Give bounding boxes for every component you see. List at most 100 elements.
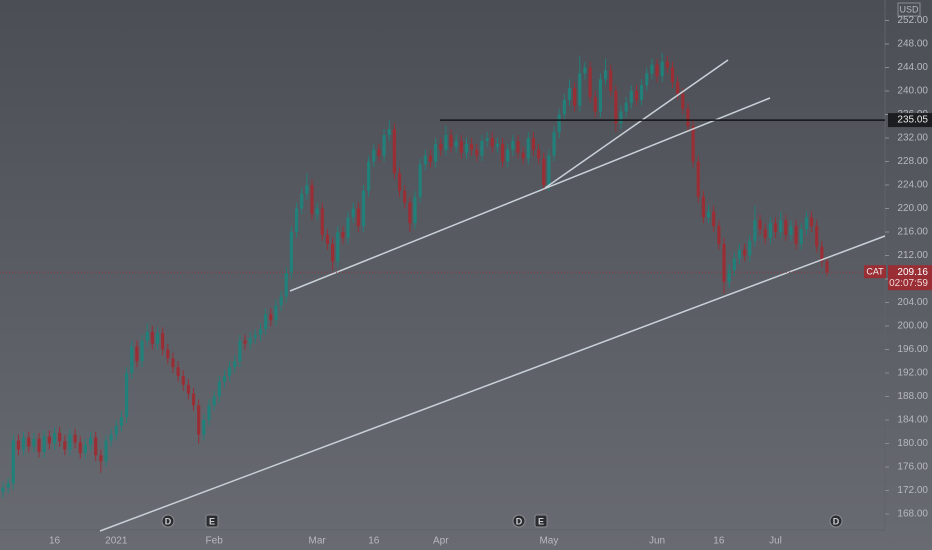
candle-body <box>11 440 15 484</box>
candle-body <box>336 232 340 262</box>
x-tick-label: Jul <box>769 536 782 547</box>
candle-body <box>480 140 484 156</box>
candle-body <box>403 190 407 203</box>
y-tick-label: 204.00 <box>897 297 928 308</box>
candle-body <box>130 346 134 374</box>
candle-body <box>459 140 463 153</box>
candle-body <box>68 434 72 450</box>
candle-body <box>670 67 675 83</box>
candle-body <box>500 143 505 162</box>
symbol: CAT <box>866 267 884 277</box>
y-tick-label: 232.00 <box>897 133 928 144</box>
candle-body <box>27 437 31 447</box>
candle-body <box>686 108 690 127</box>
candle-body <box>258 328 263 335</box>
x-tick-label: 16 <box>713 536 725 547</box>
candle-body <box>171 358 175 368</box>
candle-body <box>104 440 108 462</box>
candle-body <box>825 261 829 273</box>
candle-body <box>758 220 762 230</box>
x-tick-label: 2021 <box>105 536 128 547</box>
candle-body <box>598 79 602 112</box>
candle-body <box>804 217 808 230</box>
candle-body <box>42 436 46 452</box>
candle-body <box>809 217 814 227</box>
candle-body <box>274 305 278 321</box>
candle-body <box>506 149 510 162</box>
y-tick-label: 252.00 <box>897 15 928 26</box>
y-tick-label: 188.00 <box>897 391 928 402</box>
candle-body <box>691 126 695 162</box>
event-label: D <box>833 516 840 526</box>
candle-body <box>650 64 654 74</box>
y-tick-label: 196.00 <box>897 344 928 355</box>
candle-body <box>557 114 561 133</box>
candle-body <box>155 333 160 344</box>
event-label: D <box>165 516 172 526</box>
event-icon[interactable] <box>161 514 175 528</box>
candle-body <box>325 234 330 244</box>
candle-body <box>372 149 376 162</box>
candle-body <box>485 138 489 141</box>
candle-body <box>439 143 443 150</box>
candle-body <box>119 417 124 426</box>
candle-body <box>722 243 726 282</box>
candle-body <box>88 437 93 445</box>
event-label: E <box>209 516 215 526</box>
candle-body <box>588 67 592 97</box>
candle-body <box>361 190 366 227</box>
candle-body <box>161 333 165 350</box>
candle-body <box>6 483 10 488</box>
candle-body <box>99 455 103 462</box>
candle-body <box>567 88 572 100</box>
candle-body <box>454 140 458 147</box>
event-icon[interactable] <box>512 514 526 528</box>
candle-body <box>315 208 319 215</box>
candle-body <box>464 143 469 153</box>
y-tick-label: 192.00 <box>897 368 928 379</box>
candle-body <box>392 129 396 174</box>
x-tick-label: 16 <box>49 536 61 547</box>
candle-body <box>614 91 618 124</box>
candle-body <box>166 349 170 359</box>
x-tick-label: Feb <box>206 536 224 547</box>
event-icon[interactable] <box>829 514 843 528</box>
event-icon[interactable] <box>205 514 219 528</box>
event-icon[interactable] <box>534 514 548 528</box>
candle-body <box>397 173 402 191</box>
events: D E D E D <box>161 514 843 528</box>
price-tag <box>888 265 932 291</box>
candle-body <box>248 337 252 344</box>
candle-body <box>181 375 185 385</box>
candle-body <box>212 396 216 406</box>
candle-body <box>655 64 659 77</box>
y-tick-label: 216.00 <box>897 227 928 238</box>
candle-body <box>578 73 582 106</box>
candle-body <box>37 438 41 452</box>
candle-body <box>676 82 680 94</box>
candle-body <box>531 138 536 150</box>
candle-body <box>748 240 752 256</box>
candle-body <box>351 208 355 218</box>
candle-body <box>784 220 788 235</box>
price-label: 209.16 <box>897 267 928 278</box>
candle-body <box>346 217 350 238</box>
candle-body <box>310 185 314 215</box>
countdown: 02:07:59 <box>889 278 928 289</box>
event-label: E <box>538 516 544 526</box>
y-tick-label: 244.00 <box>897 62 928 73</box>
candle-body <box>243 340 247 344</box>
candle-body <box>284 273 288 297</box>
symbol-tag <box>864 265 886 279</box>
candle-body <box>125 373 129 418</box>
candle-body <box>753 220 757 241</box>
candle-body <box>820 246 824 262</box>
candle-body <box>140 340 144 362</box>
candle-body <box>264 314 268 329</box>
candle-body <box>640 85 644 100</box>
candle-body <box>475 149 479 156</box>
candle-body <box>521 152 525 159</box>
candle-body <box>660 61 664 77</box>
